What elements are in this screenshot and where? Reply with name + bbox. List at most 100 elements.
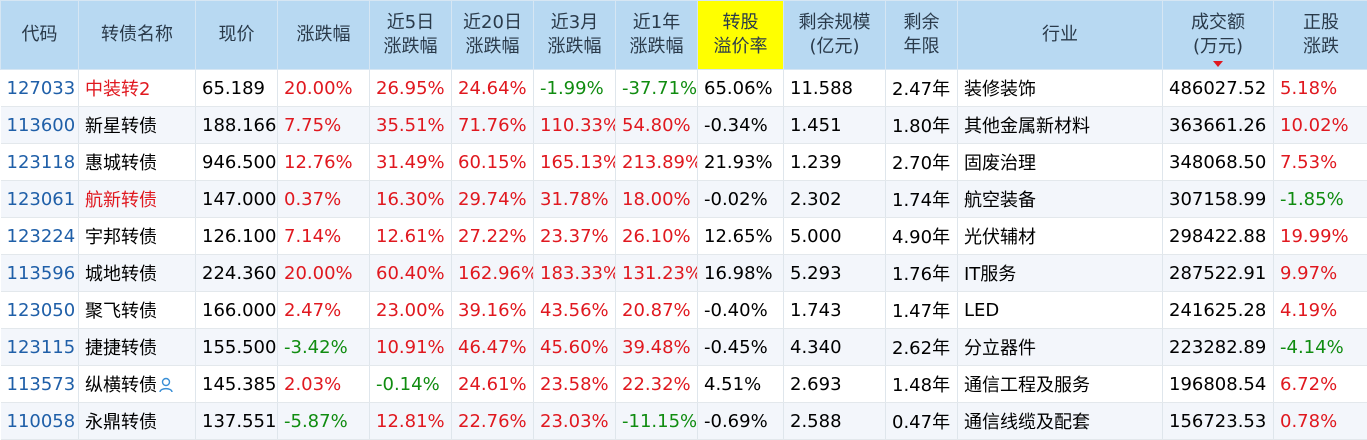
- table-row[interactable]: 113573 纵横转债 145.385 2.03% -0.14% 24.61% 23.58%…: [0, 365, 1367, 403]
- industry-value: 装修装饰: [964, 79, 1036, 100]
- cell-code[interactable]: 113596: [0, 254, 79, 292]
- cell-code[interactable]: 127033: [0, 69, 79, 107]
- cell-chg20: 29.74%: [451, 180, 534, 218]
- cell-name[interactable]: 惠城转债: [78, 143, 196, 181]
- header-label: 转股: [722, 12, 759, 33]
- cell-name[interactable]: 新星转债: [78, 106, 196, 144]
- col-turnover-header[interactable]: 成交额 (万元): [1162, 0, 1274, 70]
- header-label-2: 年限: [903, 36, 940, 57]
- code-value: 123224: [6, 225, 76, 247]
- cell-amount: 241625.28: [1162, 291, 1274, 329]
- years-value: 4.90年: [892, 227, 951, 248]
- cell-chg5: -0.14%: [369, 365, 452, 403]
- table-row[interactable]: 123115 捷捷转债 155.500 -3.42% 10.91% 46.47% 45.60…: [0, 328, 1367, 366]
- cell-code[interactable]: 113600: [0, 106, 79, 144]
- header-label: 代码: [21, 24, 58, 45]
- chg3m-value: 23.58%: [540, 373, 609, 395]
- cell-code[interactable]: 113573: [0, 365, 79, 403]
- cell-chg20: 22.76%: [451, 402, 534, 440]
- chg-value: 2.03%: [284, 373, 342, 395]
- table-row[interactable]: 123224 宇邦转债 126.100 7.14% 12.61% 27.22% 23.37%…: [0, 217, 1367, 255]
- table-row[interactable]: 123061 航新转债 147.000 0.37% 16.30% 29.74% 31.78%…: [0, 180, 1367, 218]
- cell-amount: 223282.89: [1162, 328, 1274, 366]
- cell-scale: 2.302: [783, 180, 886, 218]
- cell-price: 224.360: [195, 254, 278, 292]
- header-label-2: (万元): [1192, 36, 1244, 57]
- code-value: 110058: [6, 410, 76, 432]
- cell-chg: -5.87%: [277, 402, 370, 440]
- stock_chg-value: -4.14%: [1280, 336, 1344, 358]
- stock_chg-value: 5.18%: [1280, 77, 1338, 99]
- name-value: 航新转债: [85, 190, 157, 211]
- col-code-header[interactable]: 代码: [0, 0, 79, 70]
- cell-scale: 2.588: [783, 402, 886, 440]
- table-row[interactable]: 113600 新星转债 188.166 7.75% 35.51% 71.76% 110.33…: [0, 106, 1367, 144]
- chg3m-value: 23.03%: [540, 410, 609, 432]
- price-value: 65.189: [202, 77, 265, 99]
- scale-value: 4.340: [790, 336, 842, 358]
- cell-code[interactable]: 123050: [0, 291, 79, 329]
- cell-code[interactable]: 123115: [0, 328, 79, 366]
- col-conversion-premium-header[interactable]: 转股 溢价率: [697, 0, 784, 70]
- col-change-3m-header[interactable]: 近3月 涨跌幅: [533, 0, 616, 70]
- premium-value: 16.98%: [704, 262, 773, 284]
- table-row[interactable]: 123118 惠城转债 946.500 12.76% 31.49% 60.15% 165.1…: [0, 143, 1367, 181]
- cell-stock_chg: 9.97%: [1273, 254, 1367, 292]
- chg5-value: 16.30%: [376, 188, 445, 210]
- col-stock-change-header[interactable]: 正股 涨跌: [1273, 0, 1367, 70]
- cell-name[interactable]: 永鼎转债: [78, 402, 196, 440]
- user-icon[interactable]: [159, 377, 173, 393]
- chg5-value: 12.61%: [376, 225, 445, 247]
- sort-desc-icon: [1213, 61, 1223, 67]
- col-remaining-years-header[interactable]: 剩余 年限: [885, 0, 958, 70]
- cell-code[interactable]: 123061: [0, 180, 79, 218]
- col-change-1y-header[interactable]: 近1年 涨跌幅: [615, 0, 698, 70]
- col-price-header[interactable]: 现价: [195, 0, 278, 70]
- cell-name[interactable]: 聚飞转债: [78, 291, 196, 329]
- header-label-2: 涨跌幅: [547, 36, 602, 57]
- cell-stock_chg: 0.78%: [1273, 402, 1367, 440]
- table-row[interactable]: 113596 城地转债 224.360 20.00% 60.40% 162.96% 183.…: [0, 254, 1367, 292]
- name-value: 宇邦转债: [85, 227, 157, 248]
- stock_chg-value: 7.53%: [1280, 151, 1338, 173]
- table-row[interactable]: 123050 聚飞转债 166.000 2.47% 23.00% 39.16% 43.56%…: [0, 291, 1367, 329]
- col-change-5d-header[interactable]: 近5日 涨跌幅: [369, 0, 452, 70]
- scale-value: 5.000: [790, 225, 842, 247]
- chg1y-value: 131.23%: [622, 262, 698, 284]
- cell-name[interactable]: 纵横转债: [78, 365, 196, 403]
- chg5-value: 26.95%: [376, 77, 445, 99]
- cell-premium: -0.69%: [697, 402, 784, 440]
- cell-name[interactable]: 城地转债: [78, 254, 196, 292]
- premium-value: 4.51%: [704, 373, 762, 395]
- cell-price: 155.500: [195, 328, 278, 366]
- cell-chg20: 24.61%: [451, 365, 534, 403]
- cell-code[interactable]: 123118: [0, 143, 79, 181]
- col-industry-header[interactable]: 行业: [957, 0, 1163, 70]
- industry-value: 其他金属新材料: [964, 116, 1090, 137]
- col-remaining-scale-header[interactable]: 剩余规模 (亿元): [783, 0, 886, 70]
- cell-name[interactable]: 航新转债: [78, 180, 196, 218]
- cell-years: 1.74年: [885, 180, 958, 218]
- chg5-value: 23.00%: [376, 299, 445, 321]
- industry-value: 光伏辅材: [964, 227, 1036, 248]
- cell-name[interactable]: 中装转2: [78, 69, 196, 107]
- cell-code[interactable]: 123224: [0, 217, 79, 255]
- header-label: 转债名称: [101, 24, 173, 45]
- premium-value: 12.65%: [704, 225, 773, 247]
- name-value: 新星转债: [85, 116, 157, 137]
- table-row[interactable]: 110058 永鼎转债 137.551 -5.87% 12.81% 22.76% 23.03…: [0, 402, 1367, 440]
- col-name-header[interactable]: 转债名称: [78, 0, 196, 70]
- chg20-value: 39.16%: [458, 299, 527, 321]
- cell-code[interactable]: 110058: [0, 402, 79, 440]
- cell-years: 4.90年: [885, 217, 958, 255]
- col-change-header[interactable]: 涨跌幅: [277, 0, 370, 70]
- cell-chg20: 162.96%: [451, 254, 534, 292]
- name-value: 惠城转债: [85, 153, 157, 174]
- chg5-value: 12.81%: [376, 410, 445, 432]
- price-value: 137.551: [202, 410, 277, 432]
- cell-chg1y: -11.15%: [615, 402, 698, 440]
- cell-name[interactable]: 宇邦转债: [78, 217, 196, 255]
- cell-name[interactable]: 捷捷转债: [78, 328, 196, 366]
- col-change-20d-header[interactable]: 近20日 涨跌幅: [451, 0, 534, 70]
- table-row[interactable]: 127033 中装转2 65.189 20.00% 26.95% 24.64% -1.99%…: [0, 69, 1367, 107]
